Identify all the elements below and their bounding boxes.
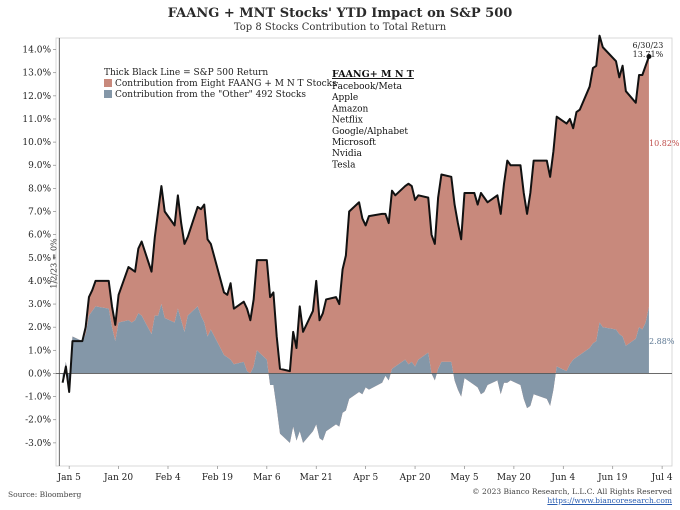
other-end-label: 2.88%	[649, 337, 675, 346]
y-tick-label: 9.0%	[28, 161, 51, 171]
chart-title: FAANG + MNT Stocks' YTD Impact on S&P 50…	[167, 6, 513, 21]
x-tick-label: Feb 4	[155, 473, 181, 483]
y-tick-label: 10.0%	[22, 138, 51, 148]
end-value-label: 13.71%	[633, 50, 664, 59]
y-tick-label: 2.0%	[28, 323, 51, 333]
legend-other-label: Contribution from the "Other" 492 Stocks	[115, 90, 306, 100]
stock-list-item: Nvidia	[332, 149, 362, 159]
x-tick-label: Apr 5	[352, 473, 378, 483]
x-tick-label: Jan 5	[56, 473, 81, 483]
y-tick-label: 0.0%	[28, 369, 51, 379]
y-tick-label: 8.0%	[28, 184, 51, 194]
y-tick-label: 12.0%	[22, 92, 51, 102]
y-tick-label: -2.0%	[25, 416, 51, 426]
y-tick-label: -3.0%	[25, 439, 51, 449]
y-tick-label: 7.0%	[28, 208, 51, 218]
website-link[interactable]: https://www.biancoresearch.com	[547, 496, 672, 505]
legend-faang-label: Contribution from Eight FAANG + M N T St…	[115, 79, 337, 89]
x-tick-label: Jul 4	[651, 473, 673, 483]
y-tick-label: 4.0%	[28, 277, 51, 287]
x-tick-label: Jan 20	[103, 473, 133, 483]
legend-faang-swatch	[104, 79, 112, 87]
y-tick-label: 6.0%	[28, 231, 51, 241]
stock-list-item: Facebook/Meta	[332, 82, 403, 92]
source-note: Source: Bloomberg	[8, 490, 82, 499]
y-tick-label: 3.0%	[28, 300, 51, 310]
y-tick-label: 5.0%	[28, 254, 51, 264]
stock-list-item: Apple	[331, 93, 358, 103]
faang-contribution-area	[62, 35, 649, 443]
stock-list-item: Netflix	[332, 116, 363, 126]
stock-list-title: FAANG+ M N T	[332, 69, 414, 80]
y-tick-label: -1.0%	[25, 393, 51, 403]
x-tick-label: Mar 6	[253, 473, 281, 483]
chart-subtitle: Top 8 Stocks Contribution to Total Retur…	[233, 22, 447, 33]
x-tick-label: Apr 20	[399, 473, 431, 483]
end-point-marker	[646, 54, 652, 60]
end-date-label: 6/30/23	[633, 41, 664, 50]
stock-list-item: Tesla	[332, 160, 356, 170]
x-tick-label: Jun 4	[550, 473, 575, 483]
legend-other-swatch	[104, 90, 112, 98]
x-tick-label: Mar 21	[300, 473, 333, 483]
x-tick-label: Feb 19	[202, 473, 233, 483]
y-tick-label: 13.0%	[22, 69, 51, 79]
stock-list-item: Amazon	[331, 104, 369, 114]
legend-line-note: Thick Black Line = S&P 500 Return	[104, 68, 268, 78]
x-tick-label: May 20	[497, 473, 531, 483]
copyright-text: © 2023 Bianco Research, L.L.C. All Right…	[472, 487, 672, 496]
y-tick-label: 14.0%	[22, 46, 51, 56]
faang-end-label: 10.82%	[649, 139, 680, 148]
start-marker-label: 1/2/23 = 0%	[49, 238, 58, 289]
y-tick-label: 11.0%	[22, 115, 51, 125]
x-tick-label: May 5	[450, 473, 479, 483]
copyright-block: © 2023 Bianco Research, L.L.C. All Right…	[472, 487, 672, 505]
stock-list-item: Google/Alphabet	[332, 127, 408, 137]
other-stocks-area	[62, 304, 649, 443]
x-tick-label: Jun 19	[597, 473, 628, 483]
sp500-line	[61, 34, 650, 393]
y-tick-label: 1.0%	[28, 346, 51, 356]
stock-list-item: Microsoft	[332, 138, 376, 148]
